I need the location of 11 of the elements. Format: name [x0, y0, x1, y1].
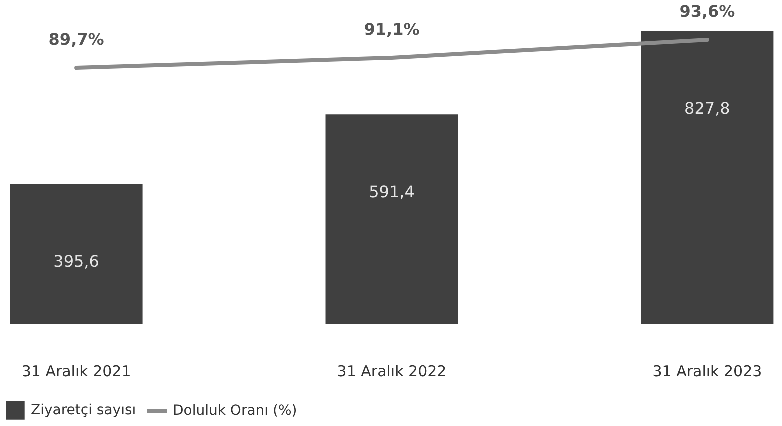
data-label: 89,7%	[48, 30, 104, 49]
x-tick-label: 31 Aralık 2022	[337, 362, 447, 380]
data-label: 827,8	[684, 99, 730, 118]
legend-label: Ziyaretçi sayısı	[31, 402, 136, 418]
data-label: 91,1%	[364, 20, 420, 39]
data-label: 395,6	[54, 252, 100, 271]
data-label: 591,4	[369, 182, 415, 202]
x-tick-label: 31 Aralık 2023	[652, 362, 762, 380]
x-tick-label: 31 Aralık 2021	[22, 362, 132, 380]
legend-label: Doluluk Oranı (%)	[173, 403, 298, 419]
data-label: 93,6%	[680, 2, 736, 21]
